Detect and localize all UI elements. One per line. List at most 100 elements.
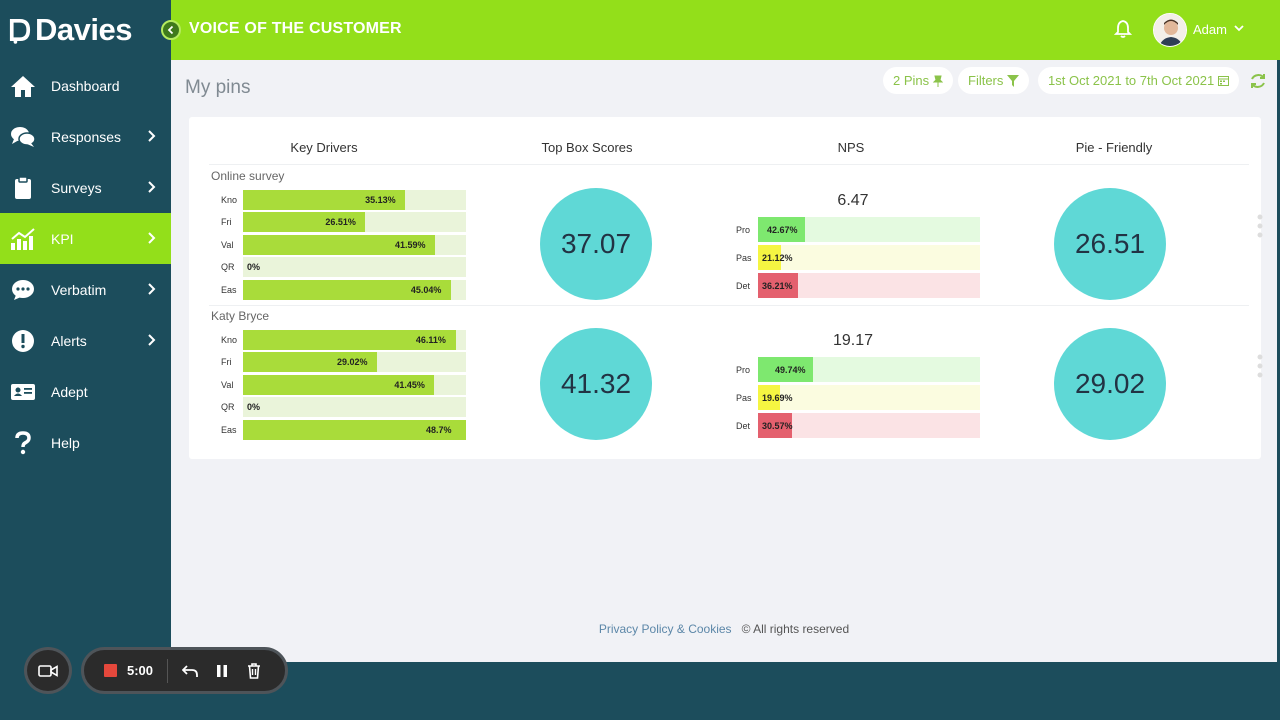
key-driver-bar[interactable]: Kno 35.13% (211, 190, 466, 210)
key-driver-track: 41.59% (243, 234, 466, 255)
recording-timer: 5:00 (127, 663, 154, 678)
key-driver-track: 0% (243, 257, 466, 278)
stop-recording-button[interactable] (104, 664, 117, 677)
sidebar-item-adept[interactable]: Adept (0, 366, 171, 417)
nps-label: Pro (736, 365, 751, 375)
key-driver-value: 26.51% (325, 217, 356, 228)
nps-value: 30.57% (762, 421, 793, 431)
top-box-score-circle[interactable]: 41.32 (540, 328, 652, 440)
recorder-divider (167, 658, 169, 683)
key-driver-track: 45.04% (243, 279, 466, 300)
home-icon (10, 73, 36, 99)
key-driver-label: QR (221, 402, 235, 413)
brand-logo[interactable]: Davies (0, 0, 171, 60)
key-driver-bar[interactable]: Eas 45.04% (211, 279, 466, 300)
key-driver-bar[interactable]: Val 41.45% (211, 374, 466, 395)
chevron-down-icon[interactable] (1233, 22, 1245, 34)
refresh-icon[interactable] (1249, 72, 1267, 90)
nps-label: Pas (736, 253, 752, 263)
pie-friendly-circle[interactable]: 29.02 (1054, 328, 1166, 440)
key-driver-fill (243, 419, 466, 440)
privacy-policy-link[interactable]: Privacy Policy & Cookies (598, 622, 732, 636)
key-driver-label: Val (221, 379, 234, 390)
chevron-right-icon (148, 283, 156, 295)
nps-label: Pro (736, 225, 751, 235)
key-driver-bar[interactable]: QR 0% (211, 397, 466, 418)
chart-icon (10, 226, 36, 252)
row-name: Katy Bryce (211, 309, 270, 323)
pin-icon (933, 75, 944, 87)
nps-track: 21.12% (758, 245, 980, 270)
pie-friendly-circle[interactable]: 26.51 (1054, 188, 1166, 300)
nps-label: Det (736, 421, 751, 431)
sidebar-item-kpi[interactable]: KPI (0, 213, 171, 264)
pause-button[interactable] (212, 661, 232, 681)
sidebar-item-help[interactable]: Help (0, 417, 171, 468)
filters-label: Filters (968, 73, 1004, 88)
nps-value: 36.21% (762, 281, 793, 291)
key-driver-value: 35.13% (365, 195, 396, 205)
key-driver-bar[interactable]: Fri 26.51% (211, 212, 466, 233)
nps-fill (758, 357, 813, 382)
key-driver-bar[interactable]: Kno 46.11% (211, 330, 466, 350)
recording-controls: 5:00 (81, 647, 288, 694)
sidebar-item-responses[interactable]: Responses (0, 111, 171, 162)
date-range-button[interactable]: 1st Oct 2021 to 7th Oct 2021 (1038, 67, 1240, 94)
key-driver-bar[interactable]: Eas 48.7% (211, 419, 466, 440)
undo-button[interactable] (180, 661, 200, 681)
footer: Privacy Policy & Cookies © All rights re… (171, 622, 1277, 636)
top-box-score-circle[interactable]: 37.07 (540, 188, 652, 300)
drag-handle-icon[interactable] (1255, 351, 1265, 381)
app-title: VOICE OF THE CUSTOMER (189, 20, 402, 37)
nps-label: Det (736, 281, 751, 291)
key-driver-value: 41.59% (394, 239, 426, 250)
bell-icon[interactable] (1114, 19, 1132, 39)
sidebar-item-alerts[interactable]: Alerts (0, 315, 171, 366)
user-name[interactable]: Adam (1193, 22, 1227, 37)
key-driver-value: 0% (247, 402, 261, 413)
nps-track: 36.21% (758, 273, 980, 298)
date-range-label: 1st Oct 2021 to 7th Oct 2021 (1048, 73, 1215, 88)
key-driver-label: Val (221, 239, 234, 250)
filters-button[interactable]: Filters (958, 67, 1030, 94)
nps-value: 19.69% (762, 393, 793, 403)
nps-bar[interactable]: Pas 19.69% (736, 385, 980, 410)
key-driver-bar[interactable]: Val 41.59% (211, 234, 466, 255)
sidebar-item-verbatim[interactable]: Verbatim (0, 264, 171, 315)
sidebar-item-dashboard[interactable]: Dashboard (0, 60, 171, 111)
sidebar-item-label: Responses (51, 128, 122, 145)
nps-bar[interactable]: Pas 21.12% (736, 245, 980, 270)
nps-bar[interactable]: Pro 49.74% (736, 357, 980, 382)
calendar-icon (1218, 76, 1230, 86)
key-driver-label: Eas (221, 284, 237, 295)
key-driver-value: 48.7% (426, 424, 452, 435)
key-driver-fill (243, 212, 366, 233)
sidebar-item-surveys[interactable]: Surveys (0, 162, 171, 213)
sidebar-item-label: Help (51, 434, 80, 451)
pins-label: 2 Pins (893, 73, 930, 88)
key-driver-fill (243, 374, 435, 395)
nps-bar[interactable]: Det 36.21% (736, 273, 980, 298)
sidebar-item-label: KPI (51, 230, 74, 247)
sidebar-item-label: Verbatim (51, 281, 107, 298)
sidebar-item-label: Dashboard (51, 77, 120, 94)
pie-friendly-header: Pie - Friendly (1075, 140, 1153, 155)
key-driver-bar[interactable]: QR 0% (211, 257, 466, 278)
nps-track: 42.67% (758, 217, 980, 242)
key-driver-bar[interactable]: Fri 29.02% (211, 352, 466, 373)
drag-handle-icon[interactable] (1255, 211, 1265, 241)
delete-button[interactable] (244, 661, 264, 681)
collapse-sidebar-button[interactable] (161, 20, 181, 40)
pins-button[interactable]: 2 Pins (883, 67, 954, 94)
key-driver-fill (243, 190, 406, 210)
nps-fill (758, 273, 798, 298)
nps-bar[interactable]: Det 30.57% (736, 413, 980, 438)
user-avatar[interactable] (1153, 13, 1187, 47)
camera-button[interactable] (24, 647, 72, 694)
key-driver-fill (243, 279, 451, 300)
nps-track: 30.57% (758, 413, 980, 438)
key-drivers-header: Key Drivers (290, 140, 358, 155)
nps-track: 19.69% (758, 385, 980, 410)
nps-bar[interactable]: Pro 42.67% (736, 217, 980, 242)
nps-value: 49.74% (775, 365, 806, 375)
